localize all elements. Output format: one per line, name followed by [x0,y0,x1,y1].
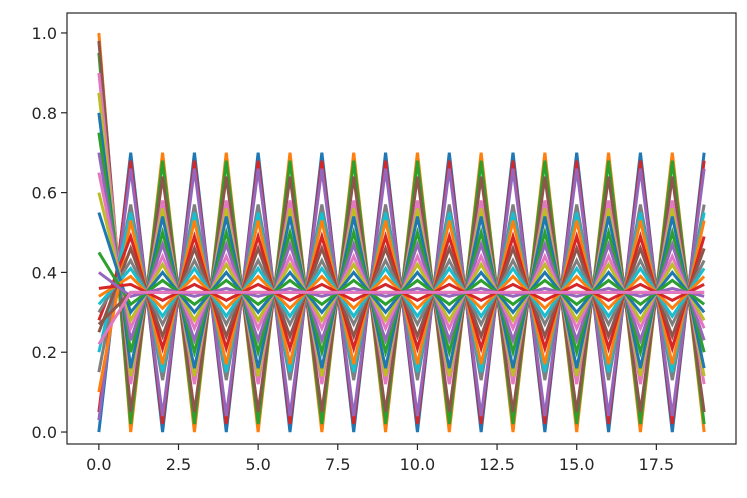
x-tick-label: 0.0 [86,455,111,474]
x-axis: 0.0 2.5 5.0 7.5 10.0 12.5 15.0 17.5 [86,444,674,474]
x-tick-label: 10.0 [400,455,436,474]
x-tick-label: 12.5 [479,455,515,474]
x-tick-label: 2.5 [166,455,191,474]
plot-frame [66,12,737,445]
plot-background [67,13,736,444]
y-tick-label: 0.4 [32,263,57,282]
x-tick-label: 17.5 [639,455,675,474]
y-tick-label: 0.2 [32,343,57,362]
series-layer [97,32,706,433]
y-tick-label: 0.6 [32,184,57,203]
x-tick-label: 15.0 [559,455,595,474]
y-tick-label: 0.8 [32,104,57,123]
x-tick-label: 7.5 [325,455,350,474]
y-tick-label: 1.0 [32,24,57,43]
series-line-26 [97,290,705,346]
y-axis: 0.0 0.2 0.4 0.6 0.8 1.0 [32,24,67,442]
y-tick-label: 0.0 [32,423,57,442]
x-tick-label: 5.0 [245,455,270,474]
